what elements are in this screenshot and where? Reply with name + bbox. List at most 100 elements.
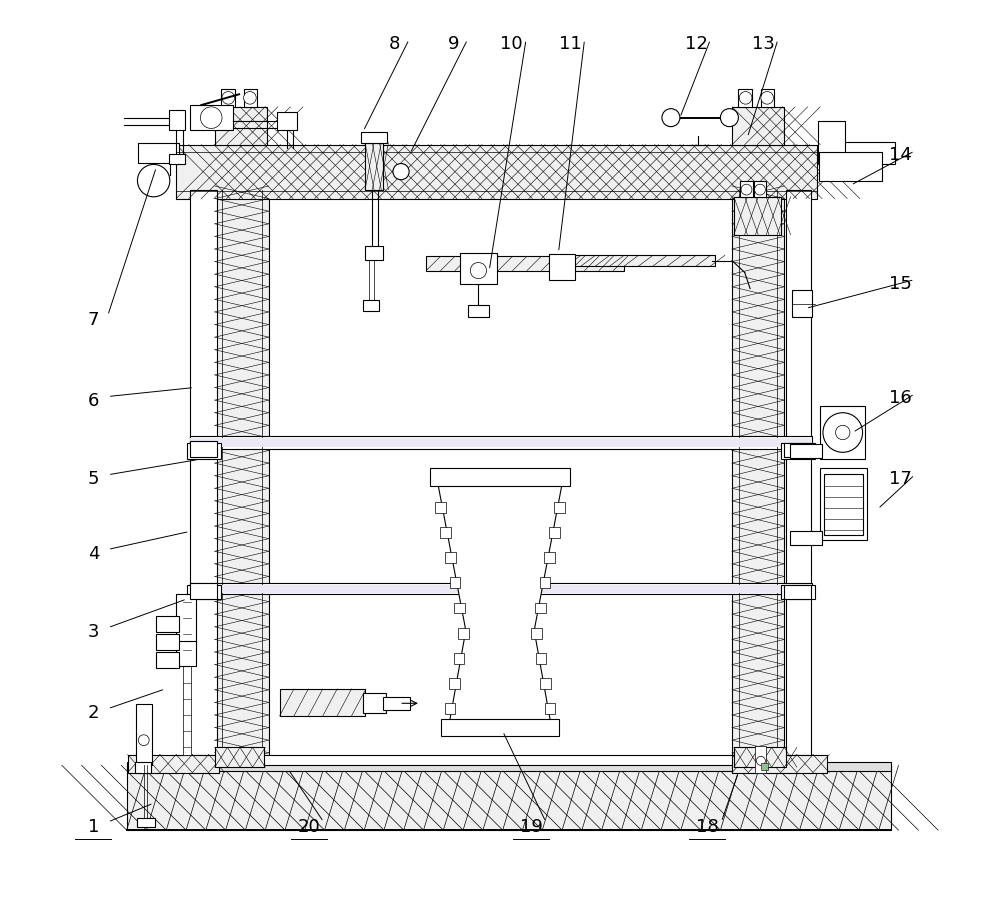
- Bar: [187, 443, 221, 460]
- Bar: [445, 552, 456, 563]
- Bar: [818, 122, 845, 156]
- Bar: [127, 765, 891, 830]
- Circle shape: [200, 107, 222, 129]
- Bar: [549, 254, 575, 279]
- Bar: [215, 747, 264, 767]
- Bar: [820, 469, 867, 541]
- Circle shape: [741, 184, 752, 195]
- Bar: [190, 189, 217, 763]
- Bar: [790, 444, 822, 458]
- Text: 8: 8: [389, 35, 400, 53]
- Text: 19: 19: [520, 817, 543, 835]
- Bar: [136, 705, 152, 765]
- Bar: [244, 89, 257, 107]
- Circle shape: [720, 109, 738, 127]
- Circle shape: [393, 163, 409, 179]
- Bar: [460, 252, 497, 284]
- Bar: [554, 502, 565, 513]
- Bar: [190, 583, 217, 599]
- Bar: [435, 502, 446, 513]
- Text: 2: 2: [88, 705, 99, 723]
- Bar: [818, 142, 895, 164]
- Bar: [176, 642, 196, 667]
- Bar: [190, 754, 812, 765]
- Bar: [536, 653, 546, 664]
- Circle shape: [222, 92, 235, 105]
- Bar: [738, 89, 752, 107]
- Bar: [790, 532, 822, 545]
- Circle shape: [761, 92, 773, 105]
- Bar: [468, 305, 489, 317]
- Bar: [754, 180, 766, 196]
- Circle shape: [470, 262, 487, 278]
- Bar: [137, 817, 155, 826]
- Bar: [454, 603, 465, 614]
- Bar: [169, 111, 185, 131]
- Bar: [540, 578, 550, 588]
- Text: 20: 20: [298, 817, 321, 835]
- Bar: [531, 628, 542, 639]
- Bar: [545, 704, 555, 714]
- Bar: [183, 597, 191, 754]
- Bar: [540, 678, 551, 689]
- Bar: [190, 585, 812, 593]
- Bar: [190, 583, 812, 595]
- Circle shape: [755, 184, 765, 195]
- Circle shape: [138, 735, 149, 745]
- Bar: [755, 745, 766, 772]
- Bar: [440, 527, 451, 538]
- Bar: [761, 762, 768, 769]
- Bar: [732, 754, 827, 772]
- Bar: [535, 603, 546, 614]
- Bar: [781, 586, 815, 599]
- Bar: [156, 634, 179, 651]
- Bar: [363, 694, 386, 714]
- Circle shape: [739, 92, 752, 105]
- Bar: [445, 704, 455, 714]
- Bar: [383, 697, 410, 710]
- Text: 15: 15: [889, 275, 912, 293]
- Text: 11: 11: [559, 35, 582, 53]
- Bar: [426, 256, 624, 270]
- Bar: [215, 107, 267, 145]
- Circle shape: [662, 109, 680, 127]
- Bar: [441, 720, 559, 736]
- Bar: [792, 290, 812, 317]
- Bar: [363, 300, 379, 311]
- Bar: [280, 689, 365, 716]
- Circle shape: [756, 756, 765, 765]
- Text: 9: 9: [447, 35, 459, 53]
- Bar: [784, 586, 811, 599]
- Bar: [361, 132, 387, 143]
- Bar: [190, 441, 217, 457]
- Text: 16: 16: [889, 389, 912, 407]
- Bar: [128, 754, 219, 772]
- Text: 13: 13: [752, 35, 775, 53]
- Text: 7: 7: [88, 311, 99, 329]
- Bar: [449, 678, 460, 689]
- Circle shape: [823, 413, 863, 452]
- Bar: [781, 443, 815, 460]
- Bar: [135, 761, 151, 772]
- Bar: [169, 154, 185, 164]
- Bar: [277, 113, 297, 131]
- Text: 18: 18: [696, 817, 718, 835]
- Bar: [176, 595, 196, 644]
- Bar: [430, 469, 570, 487]
- Text: 17: 17: [889, 470, 912, 488]
- Bar: [127, 761, 891, 770]
- Bar: [450, 578, 460, 588]
- Circle shape: [244, 92, 256, 105]
- Bar: [190, 436, 812, 449]
- Bar: [458, 628, 469, 639]
- Bar: [786, 189, 811, 763]
- Text: 12: 12: [685, 35, 708, 53]
- Polygon shape: [437, 479, 563, 732]
- Bar: [819, 152, 882, 180]
- Bar: [544, 552, 555, 563]
- Bar: [190, 105, 233, 131]
- Bar: [732, 107, 784, 145]
- Bar: [176, 145, 817, 198]
- Bar: [734, 196, 781, 234]
- Bar: [190, 438, 812, 447]
